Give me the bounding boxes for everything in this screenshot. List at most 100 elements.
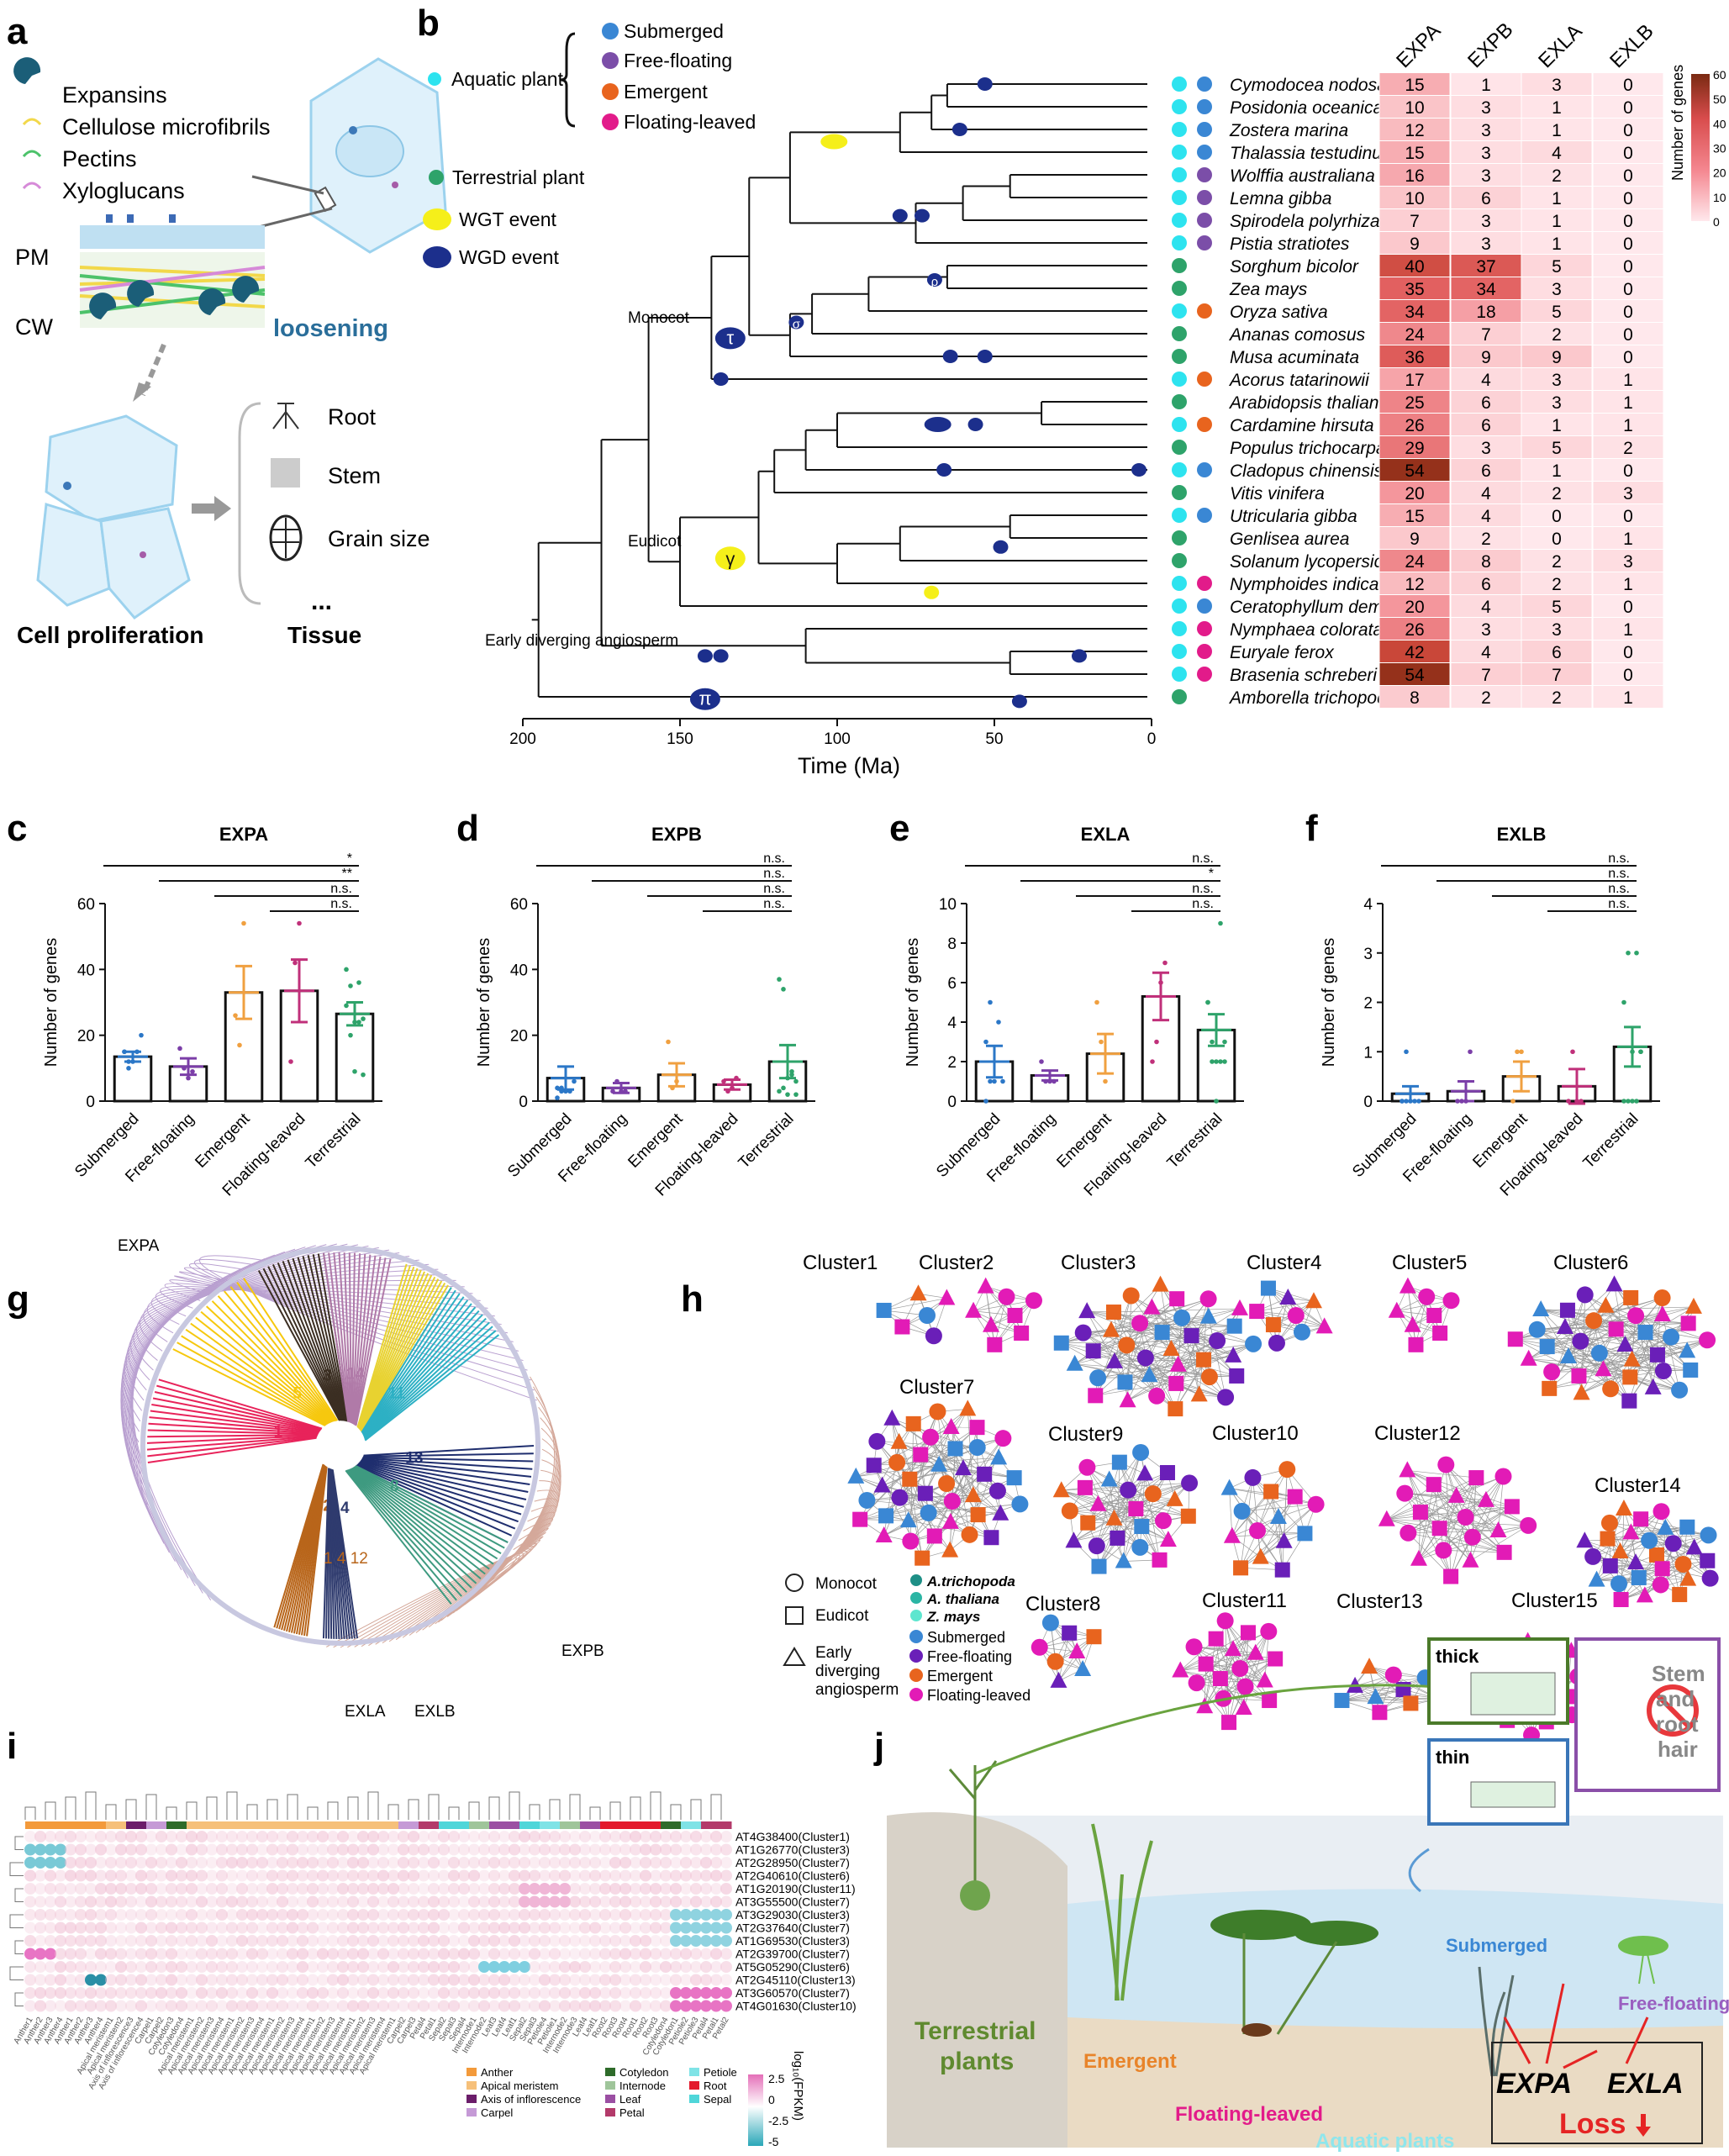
- expression-dot: [468, 1948, 480, 1960]
- heatmap-value: 0: [1623, 303, 1633, 322]
- column-dendrogram: [308, 1807, 318, 1820]
- expression-dot: [216, 1883, 228, 1895]
- expression-dot: [458, 1935, 470, 1947]
- row-dendrogram: [15, 1837, 24, 1850]
- network-cluster: Cluster3: [1054, 1252, 1262, 1416]
- clade-eudicot: Eudicot: [628, 533, 682, 551]
- expression-dot: [85, 1896, 97, 1908]
- panel-i: i AT4G38400(Cluster1)AT1G26770(Cluster3)…: [7, 1726, 857, 2148]
- expression-dot: [670, 1883, 682, 1895]
- gene-label: AT1G69530(Cluster3): [735, 1934, 850, 1948]
- species-name: Ananas comosus: [1228, 325, 1366, 345]
- data-point: [1459, 1099, 1464, 1104]
- network-node: [1118, 1336, 1135, 1353]
- expression-dot: [34, 1844, 46, 1856]
- network-node: [877, 1303, 892, 1318]
- expression-dot: [176, 1961, 187, 1973]
- expression-dot: [660, 1909, 672, 1921]
- expression-dot: [337, 1974, 349, 1986]
- expression-dot: [176, 1935, 187, 1947]
- network-node: [1462, 1552, 1479, 1568]
- tissue-legend-swatch: [605, 2081, 615, 2090]
- habit-dot: [1197, 644, 1212, 659]
- expression-dot: [619, 1909, 631, 1921]
- data-point: [288, 1059, 293, 1064]
- expression-dot: [680, 1831, 692, 1842]
- expression-dot: [408, 1948, 419, 1960]
- category-label: Terrestrial: [735, 1110, 798, 1173]
- expression-dot: [498, 1987, 510, 1999]
- expression-dot: [690, 1961, 702, 1973]
- expression-dot: [509, 1987, 520, 1999]
- expression-dot: [125, 1831, 137, 1842]
- expression-dot: [650, 1935, 662, 1947]
- wgd-event: [714, 372, 729, 386]
- cluster-name: Cluster11: [1202, 1589, 1287, 1612]
- data-point: [297, 921, 302, 926]
- species-name: Zea mays: [1229, 280, 1308, 299]
- expression-dot: [236, 1961, 248, 1973]
- tissue-strip: [298, 1821, 308, 1829]
- heatmap-value: 0: [1623, 280, 1633, 299]
- network-node: [1305, 1292, 1322, 1308]
- tissue-legend-swatch: [467, 2108, 477, 2116]
- heatmap-value: 0: [1623, 643, 1633, 662]
- network-node: [1078, 1459, 1095, 1476]
- network-node: [1217, 1612, 1234, 1629]
- expression-dot: [387, 1857, 399, 1869]
- expression-dot: [337, 1883, 349, 1895]
- expression-dot: [650, 1870, 662, 1882]
- expression-dot: [549, 1844, 561, 1856]
- panel-label-e: e: [889, 808, 909, 849]
- expression-dot: [640, 1948, 651, 1960]
- expression-dot: [246, 2000, 258, 2012]
- habitat-dot: [1172, 99, 1187, 114]
- data-point: [555, 1095, 560, 1100]
- expression-dot: [266, 1831, 278, 1842]
- habit-legend-dot: [909, 1668, 923, 1682]
- data-point: [1626, 1099, 1631, 1104]
- expression-dot: [277, 1974, 288, 1986]
- membrane-illustration: [80, 214, 265, 328]
- expression-dot: [125, 1870, 137, 1882]
- expression-dot: [287, 1870, 298, 1882]
- network-node: [1128, 1501, 1143, 1516]
- network-node: [1221, 1715, 1236, 1730]
- data-point: [1412, 1099, 1417, 1104]
- expression-dot: [105, 1948, 117, 1960]
- network-node: [1110, 1531, 1125, 1546]
- network-node: [1413, 1505, 1428, 1520]
- column-dendrogram: [489, 1797, 499, 1820]
- expression-dot: [539, 1935, 551, 1947]
- expression-dot: [700, 1987, 712, 1999]
- expression-dot: [458, 1870, 470, 1882]
- cluster-link: [347, 1470, 461, 1596]
- expression-dot: [650, 1844, 662, 1856]
- expression-dot: [458, 2000, 470, 2012]
- heatmap-value: 16: [1405, 166, 1424, 186]
- column-dendrogram: [530, 1805, 540, 1820]
- tissue-strip: [257, 1821, 268, 1829]
- column-dendrogram: [550, 1800, 560, 1820]
- expansin-icon: [13, 57, 40, 84]
- expression-dot: [458, 1909, 470, 1921]
- expression-dot: [24, 1935, 36, 1947]
- column-dendrogram: [671, 1805, 681, 1820]
- expression-dot: [216, 1987, 228, 1999]
- expression-dot: [549, 1935, 561, 1947]
- expression-dot: [125, 1987, 137, 1999]
- expression-dot: [347, 1935, 359, 1947]
- network-node: [1131, 1315, 1148, 1331]
- expression-dot: [690, 1883, 702, 1895]
- data-point: [126, 1059, 131, 1064]
- expression-dot: [569, 2000, 581, 2012]
- expression-dot: [357, 1831, 369, 1842]
- heatmap-value: 2: [1552, 484, 1562, 503]
- species-name: Acorus tatarinowii: [1228, 371, 1370, 390]
- heatmap-value: 26: [1405, 620, 1424, 640]
- legend-aquatic: Aquatic plant: [451, 68, 564, 90]
- network-node: [1576, 1531, 1593, 1547]
- heatmap-value: 2: [1552, 325, 1562, 345]
- network-node: [913, 1447, 928, 1463]
- expression-dot: [367, 1974, 379, 1986]
